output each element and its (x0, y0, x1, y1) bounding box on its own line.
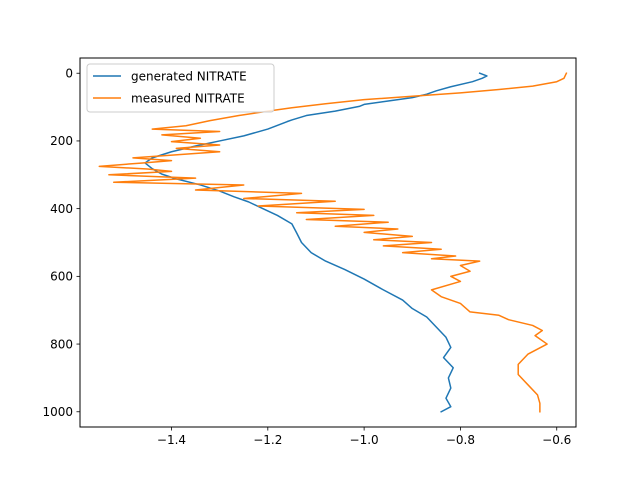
y-axis: 0 200 400 600 800 1000 (42, 67, 80, 419)
legend-label: generated NITRATE (131, 69, 247, 83)
x-tick-label: −1.2 (253, 433, 282, 447)
x-tick-label: −0.6 (542, 433, 571, 447)
y-tick-label: 0 (65, 67, 73, 81)
legend-box (86, 63, 275, 113)
axes-frame (79, 57, 577, 428)
y-tick-label: 600 (50, 270, 73, 284)
x-tick-label: −1.4 (157, 433, 186, 447)
legend-label: measured NITRATE (131, 91, 245, 105)
series-line-2 (98, 72, 568, 413)
legend: generated NITRATE measured NITRATE (86, 63, 275, 113)
y-tick-label: 1000 (42, 405, 73, 419)
y-tick-label: 400 (50, 202, 73, 216)
x-tick-label: −0.8 (446, 433, 475, 447)
y-tick-label: 200 (50, 134, 73, 148)
x-tick-label: −1.0 (350, 433, 379, 447)
series-layer (98, 72, 568, 413)
x-axis: −1.4 −1.2 −1.0 −0.8 −0.6 (157, 427, 571, 447)
y-tick-label: 800 (50, 337, 73, 351)
